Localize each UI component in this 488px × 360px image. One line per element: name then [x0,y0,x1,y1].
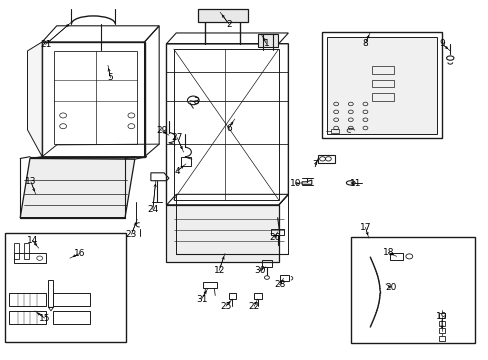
Text: 4: 4 [174,167,180,176]
Bar [14,253,46,263]
Bar [321,32,442,138]
Text: 11: 11 [349,179,361,188]
Bar [438,328,445,333]
Text: 27: 27 [171,133,183,142]
Text: 26: 26 [268,233,280,242]
Bar [53,293,90,306]
Text: 14: 14 [27,236,38,245]
Polygon shape [27,42,42,157]
Bar [9,311,46,324]
Text: 9: 9 [438,39,444,48]
Bar [271,229,283,234]
Bar [371,66,393,74]
Text: 7: 7 [312,161,317,170]
Bar [371,80,393,87]
Bar [173,49,278,200]
Text: 22: 22 [248,302,259,311]
Bar [203,282,216,288]
Text: 12: 12 [213,266,224,275]
Bar [53,311,90,324]
Polygon shape [258,34,277,47]
Bar [438,313,445,318]
Text: 31: 31 [195,294,207,303]
Text: 20: 20 [385,283,396,292]
Text: 5: 5 [107,73,113,82]
Text: 17: 17 [359,223,370,232]
Text: 1: 1 [263,39,269,48]
Bar [4,233,125,342]
Bar [389,253,403,260]
Text: 23: 23 [125,230,137,239]
Text: 29: 29 [156,126,167,135]
Bar [350,237,474,343]
Polygon shape [20,158,135,218]
Text: 18: 18 [382,248,393,257]
Polygon shape [198,9,248,22]
Text: 16: 16 [74,249,85,258]
Bar [317,155,334,163]
Bar [261,260,272,267]
Bar [330,129,338,133]
Bar [14,243,19,259]
Text: 13: 13 [25,177,37,186]
Text: 28: 28 [273,280,285,289]
Text: 2: 2 [225,19,231,28]
Text: 30: 30 [254,266,265,275]
Text: 8: 8 [362,39,367,48]
Text: 19: 19 [435,312,447,321]
Bar [438,336,445,341]
Polygon shape [166,205,278,262]
Bar [327,37,436,134]
Bar [371,93,393,101]
Bar [181,157,190,166]
Text: 15: 15 [39,314,50,323]
Bar [438,320,445,325]
Bar [24,243,29,259]
Text: 10: 10 [289,179,301,188]
Bar [9,293,46,306]
Text: 6: 6 [225,123,231,132]
Text: 24: 24 [147,205,158,214]
Text: 21: 21 [40,40,51,49]
Text: 3: 3 [192,97,198,106]
Bar [54,51,137,144]
Text: 25: 25 [220,302,231,311]
